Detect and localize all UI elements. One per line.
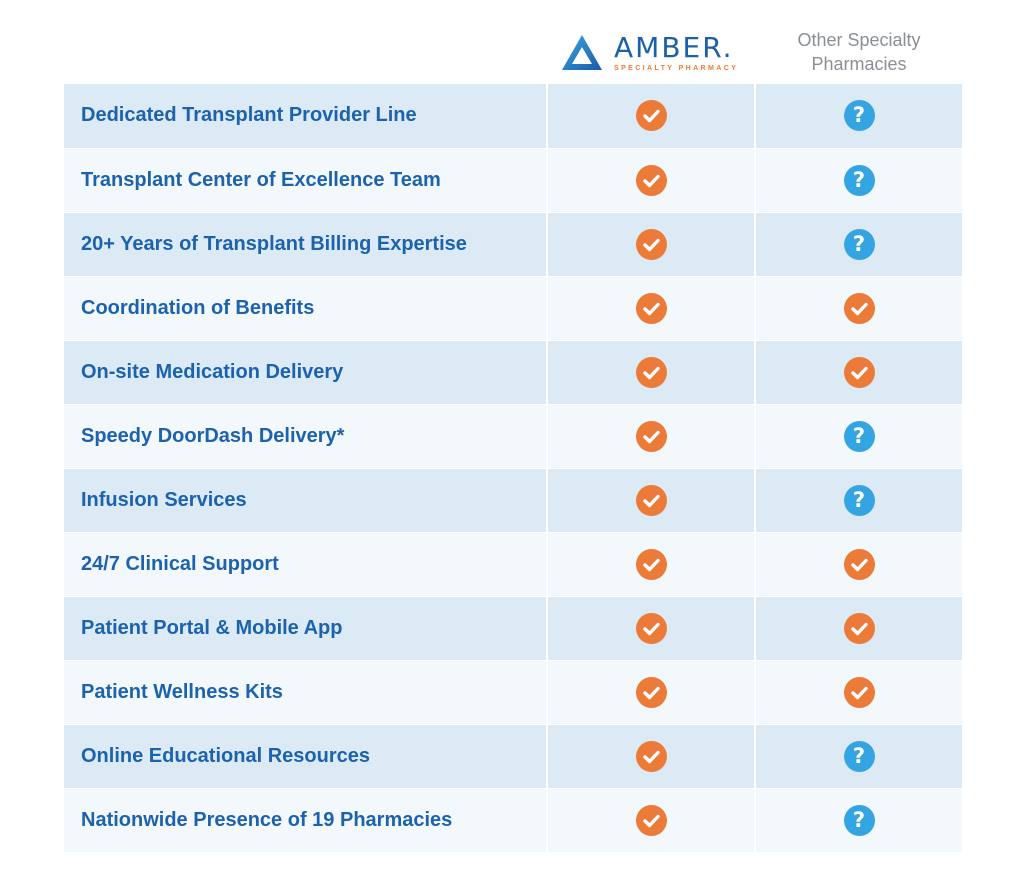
table-row: 20+ Years of Transplant Billing Expertis… (64, 212, 962, 277)
feature-label: Patient Wellness Kits (64, 660, 548, 725)
check-icon (843, 356, 875, 388)
other-heading-line1: Other Specialty (797, 30, 921, 50)
other-cell: ? (755, 468, 962, 533)
question-icon: ? (843, 484, 875, 516)
check-icon (843, 676, 875, 708)
feature-label: Speedy DoorDash Delivery* (64, 404, 548, 469)
other-cell (755, 660, 962, 725)
check-icon (635, 228, 667, 260)
table-row: Patient Wellness Kits (64, 660, 962, 725)
table-row: 24/7 Clinical Support (64, 532, 962, 597)
amber-cell (547, 788, 756, 853)
check-icon (635, 484, 667, 516)
other-cell: ? (755, 84, 962, 149)
table-row: Patient Portal & Mobile App (64, 596, 962, 661)
question-icon: ? (843, 228, 875, 260)
amber-cell (547, 212, 756, 277)
table-row: Coordination of Benefits (64, 276, 962, 341)
amber-cell (547, 84, 756, 149)
amber-cell (547, 532, 756, 597)
amber-cell (547, 148, 756, 213)
amber-logo: AMBER. SPECIALTY PHARMACY (560, 30, 746, 76)
feature-label: 24/7 Clinical Support (64, 532, 548, 597)
amber-cell (547, 404, 756, 469)
check-icon (635, 740, 667, 772)
feature-label: Dedicated Transplant Provider Line (64, 84, 548, 149)
check-icon (635, 292, 667, 324)
comparison-table: Dedicated Transplant Provider Line? Trans… (64, 84, 962, 853)
check-icon (635, 420, 667, 452)
brand-mark: . (722, 30, 734, 64)
other-cell: ? (755, 788, 962, 853)
question-icon: ? (843, 420, 875, 452)
other-heading-line2: Pharmacies (811, 54, 907, 74)
question-icon: ? (843, 164, 875, 196)
feature-label: Nationwide Presence of 19 Pharmacies (64, 788, 548, 853)
question-icon: ? (843, 100, 875, 132)
check-icon (635, 612, 667, 644)
question-icon: ? (843, 740, 875, 772)
comparison-header: AMBER. SPECIALTY PHARMACY Other Specialt… (0, 24, 1024, 80)
other-cell (755, 276, 962, 341)
feature-label: 20+ Years of Transplant Billing Expertis… (64, 212, 548, 277)
other-cell (755, 596, 962, 661)
feature-label: Online Educational Resources (64, 724, 548, 789)
check-icon (635, 676, 667, 708)
other-pharmacies-heading: Other Specialty Pharmacies (756, 28, 962, 76)
table-row: Dedicated Transplant Provider Line? (64, 84, 962, 149)
other-cell: ? (755, 212, 962, 277)
check-icon (635, 100, 667, 132)
amber-logo-triangle-icon (562, 35, 602, 70)
other-cell (755, 532, 962, 597)
feature-label: On-site Medication Delivery (64, 340, 548, 405)
other-cell: ? (755, 404, 962, 469)
check-icon (843, 612, 875, 644)
other-cell (755, 340, 962, 405)
table-row: Transplant Center of Excellence Team? (64, 148, 962, 213)
check-icon (635, 804, 667, 836)
check-icon (635, 548, 667, 580)
amber-cell (547, 660, 756, 725)
feature-label: Infusion Services (64, 468, 548, 533)
check-icon (843, 292, 875, 324)
amber-cell (547, 276, 756, 341)
feature-label: Coordination of Benefits (64, 276, 548, 341)
question-icon: ? (843, 804, 875, 836)
table-row: Speedy DoorDash Delivery*? (64, 404, 962, 469)
table-row: Nationwide Presence of 19 Pharmacies? (64, 788, 962, 853)
other-cell: ? (755, 724, 962, 789)
feature-label: Transplant Center of Excellence Team (64, 148, 548, 213)
check-icon (635, 164, 667, 196)
check-icon (843, 548, 875, 580)
amber-cell (547, 724, 756, 789)
table-row: On-site Medication Delivery (64, 340, 962, 405)
brand-tagline: SPECIALTY PHARMACY (614, 64, 739, 72)
amber-cell (547, 596, 756, 661)
brand-name: AMBER (614, 30, 723, 64)
check-icon (635, 356, 667, 388)
table-row: Online Educational Resources? (64, 724, 962, 789)
table-row: Infusion Services? (64, 468, 962, 533)
feature-label: Patient Portal & Mobile App (64, 596, 548, 661)
other-cell: ? (755, 148, 962, 213)
amber-cell (547, 468, 756, 533)
amber-cell (547, 340, 756, 405)
